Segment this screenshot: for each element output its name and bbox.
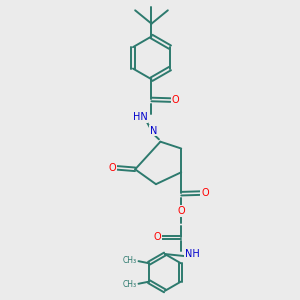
Text: HN: HN	[133, 112, 148, 122]
Text: O: O	[154, 232, 161, 242]
Text: CH₃: CH₃	[122, 280, 136, 289]
Text: NH: NH	[185, 249, 200, 259]
Text: O: O	[177, 206, 185, 216]
Text: N: N	[150, 126, 158, 136]
Text: CH₃: CH₃	[122, 256, 136, 265]
Text: O: O	[108, 163, 116, 173]
Text: O: O	[172, 95, 179, 105]
Text: O: O	[201, 188, 209, 198]
